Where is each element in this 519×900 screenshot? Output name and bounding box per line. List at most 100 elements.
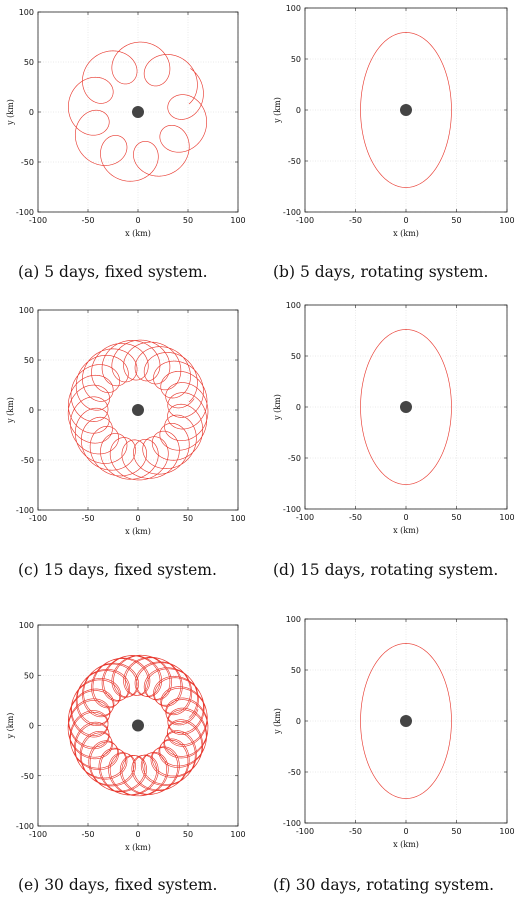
figure-panel-f: -100 -50 0 50 100 -100 -50 0 50 100 x (km) y (km) bbox=[260, 610, 519, 900]
y-tick-label: -100 bbox=[16, 506, 34, 515]
chart-svg: -100 -50 0 50 100 -100 -50 0 50 100 x (km) y (km) bbox=[273, 4, 515, 238]
figure-panel-d: -100 -50 0 50 100 -100 -50 0 50 100 x (km) y (km) bbox=[260, 295, 519, 605]
x-tick-label: 50 bbox=[451, 513, 461, 522]
y-tick-label: 100 bbox=[286, 615, 301, 624]
y-tick-label: 0 bbox=[296, 106, 301, 115]
x-tick-label: 0 bbox=[403, 513, 408, 522]
caption-b: (b) 5 days, rotating system. bbox=[273, 263, 489, 281]
y-tick-label: -100 bbox=[283, 208, 301, 217]
x-tick-label: 0 bbox=[135, 216, 140, 225]
chart-svg: -100 -50 0 50 100 -100 -50 0 50 100 x (km) y (km) bbox=[273, 301, 515, 535]
y-axis-label: y (km) bbox=[273, 708, 282, 735]
y-tick-label: -50 bbox=[288, 768, 301, 777]
y-tick-label: 100 bbox=[286, 4, 301, 13]
trajectory-line bbox=[360, 329, 452, 485]
x-tick-label: 100 bbox=[499, 216, 514, 225]
chart-svg: -100 -50 0 50 100 -100 -50 0 50 100 x (km) y (km) bbox=[6, 621, 246, 852]
x-tick-label: -50 bbox=[81, 830, 94, 839]
y-tick-label: 0 bbox=[29, 108, 34, 117]
x-tick-label: -50 bbox=[349, 513, 362, 522]
central-body-marker bbox=[132, 404, 144, 416]
trajectory-line bbox=[67, 339, 209, 481]
y-tick-label: -50 bbox=[21, 158, 34, 167]
x-tick-label: 0 bbox=[403, 827, 408, 836]
x-tick-label: 100 bbox=[230, 216, 245, 225]
trajectory-line bbox=[360, 32, 452, 188]
y-tick-label: -100 bbox=[283, 819, 301, 828]
y-tick-label: 50 bbox=[24, 356, 34, 365]
x-tick-label: 100 bbox=[230, 830, 245, 839]
x-tick-label: 50 bbox=[451, 216, 461, 225]
y-tick-label: 50 bbox=[291, 55, 301, 64]
x-axis-label: x (km) bbox=[393, 526, 419, 535]
x-tick-label: 100 bbox=[499, 513, 514, 522]
central-body-marker bbox=[400, 715, 412, 727]
x-tick-label: -100 bbox=[29, 216, 47, 225]
y-tick-label: 0 bbox=[296, 717, 301, 726]
central-body-marker bbox=[400, 104, 412, 116]
y-tick-label: 100 bbox=[19, 306, 34, 315]
caption-e: (e) 30 days, fixed system. bbox=[18, 876, 218, 894]
caption-c: (c) 15 days, fixed system. bbox=[18, 561, 217, 579]
x-tick-label: 0 bbox=[403, 216, 408, 225]
y-tick-label: 100 bbox=[19, 8, 34, 17]
x-axis-label: x (km) bbox=[393, 229, 419, 238]
figure-panel-c: -100 -50 0 50 100 -100 -50 0 50 100 x (km) y (km) bbox=[0, 295, 260, 595]
central-body-marker bbox=[400, 401, 412, 413]
y-tick-label: -50 bbox=[21, 772, 34, 781]
x-tick-label: 100 bbox=[230, 514, 245, 523]
x-axis-label: x (km) bbox=[393, 840, 419, 849]
y-tick-label: 50 bbox=[291, 666, 301, 675]
y-tick-label: 100 bbox=[286, 301, 301, 310]
y-tick-label: -100 bbox=[16, 208, 34, 217]
x-tick-label: -50 bbox=[81, 514, 94, 523]
y-tick-label: 0 bbox=[296, 403, 301, 412]
y-tick-label: -50 bbox=[21, 456, 34, 465]
y-axis-label: y (km) bbox=[273, 394, 282, 421]
x-tick-label: -50 bbox=[81, 216, 94, 225]
y-axis-label: y (km) bbox=[273, 97, 282, 124]
y-tick-label: -100 bbox=[16, 822, 34, 831]
x-tick-label: 50 bbox=[183, 830, 193, 839]
y-tick-label: -50 bbox=[288, 454, 301, 463]
x-axis-label: x (km) bbox=[125, 527, 151, 536]
x-tick-label: -100 bbox=[296, 216, 314, 225]
trajectory-line bbox=[68, 41, 207, 182]
chart-svg: -100 -50 0 50 100 -100 -50 0 50 100 x (km) y (km) bbox=[273, 615, 515, 849]
x-tick-label: -50 bbox=[349, 216, 362, 225]
figure-panel-e: -100 -50 0 50 100 -100 -50 0 50 100 x (km) y (km) bbox=[0, 610, 260, 900]
trajectory-line bbox=[360, 643, 452, 799]
chart-svg: -100 -50 0 50 100 -100 -50 0 50 100 x (km) y (km) bbox=[6, 306, 246, 536]
x-tick-label: 50 bbox=[183, 514, 193, 523]
x-tick-label: -100 bbox=[296, 827, 314, 836]
x-tick-label: -100 bbox=[29, 514, 47, 523]
y-axis-label: y (km) bbox=[6, 99, 15, 126]
caption-f: (f) 30 days, rotating system. bbox=[273, 876, 495, 894]
figure-panel-a: -100 -50 0 50 100 -100 -50 0 50 100 x (km) y (km) bbox=[0, 0, 260, 290]
y-tick-label: 0 bbox=[29, 722, 34, 731]
y-tick-label: 100 bbox=[19, 621, 34, 630]
chart-svg: -100 -50 0 50 100 -100 -50 0 50 100 x (km) y (km) bbox=[6, 8, 246, 238]
x-axis-label: x (km) bbox=[125, 229, 151, 238]
caption-d: (d) 15 days, rotating system. bbox=[273, 561, 499, 579]
figure-panel-b: -100 -50 0 50 100 -100 -50 0 50 100 x (km) y (km) bbox=[260, 0, 519, 290]
y-tick-label: 50 bbox=[24, 58, 34, 67]
trajectory-line bbox=[67, 654, 209, 797]
x-tick-label: 100 bbox=[499, 827, 514, 836]
x-tick-label: -50 bbox=[349, 827, 362, 836]
y-tick-label: 0 bbox=[29, 406, 34, 415]
x-tick-label: 0 bbox=[135, 514, 140, 523]
x-tick-label: -100 bbox=[296, 513, 314, 522]
y-tick-label: -100 bbox=[283, 505, 301, 514]
y-tick-label: 50 bbox=[291, 352, 301, 361]
central-body-marker bbox=[132, 719, 144, 732]
x-axis-label: x (km) bbox=[125, 843, 151, 852]
y-tick-label: -50 bbox=[288, 157, 301, 166]
x-tick-label: 50 bbox=[183, 216, 193, 225]
caption-a: (a) 5 days, fixed system. bbox=[18, 263, 208, 281]
x-tick-label: 50 bbox=[451, 827, 461, 836]
x-tick-label: -100 bbox=[29, 830, 47, 839]
y-axis-label: y (km) bbox=[6, 397, 15, 424]
y-axis-label: y (km) bbox=[6, 713, 15, 740]
central-body-marker bbox=[132, 106, 144, 118]
